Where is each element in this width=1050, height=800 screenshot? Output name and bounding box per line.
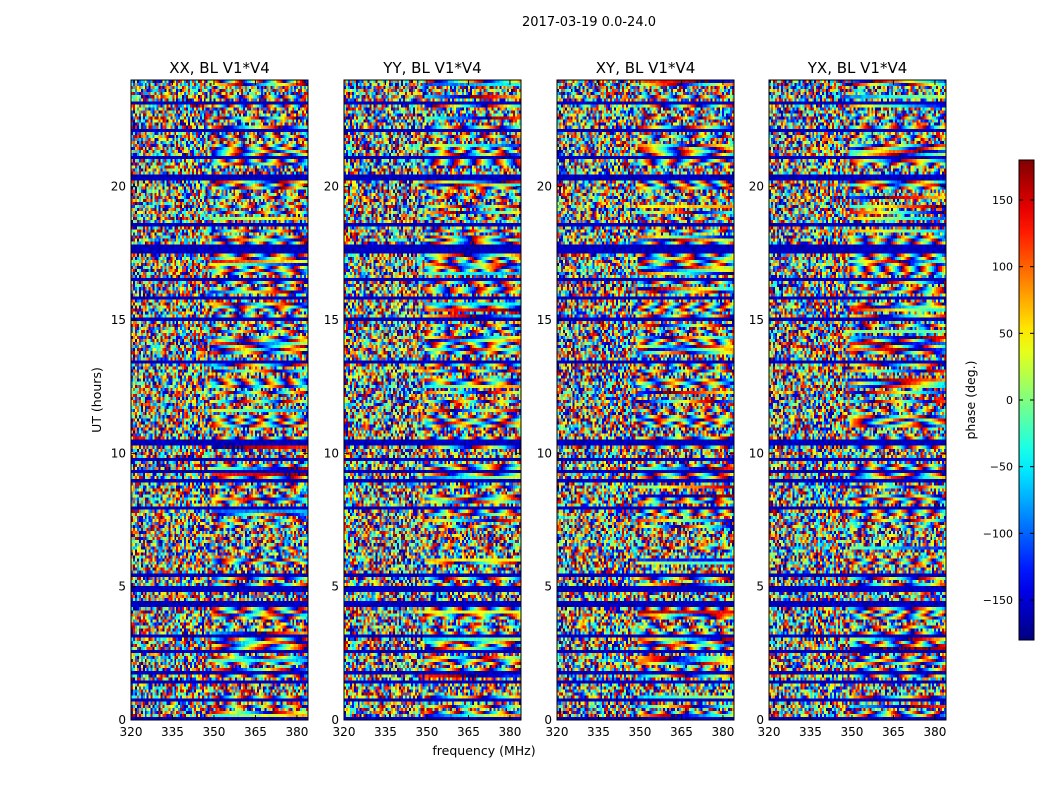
panel-title: XX, BL V1*V4 [169,59,270,77]
panel-frame [768,79,947,721]
x-tick-label: 380 [923,725,946,739]
phase-heatmap [557,80,734,720]
y-tick-label: 5 [331,580,339,594]
panel-4: YX, BL V1*V4 320 335 350 365 380 0 5 10 15 20 [749,59,947,739]
x-tick-label: 350 [841,725,864,739]
colorbar: 150 100 50 0 −50 −100 −150 [983,159,1035,641]
y-tick-label: 10 [749,446,764,460]
panel-frame [556,79,735,721]
x-axis-label: frequency (MHz) [432,743,535,758]
x-tick-label: 320 [333,725,356,739]
panel-frame [130,79,309,721]
panel-title: XY, BL V1*V4 [596,59,696,77]
panel-3: XY, BL V1*V4 320 335 350 365 380 0 5 10 15 20 [537,59,735,739]
y-axis-label: UT (hours) [89,367,104,433]
x-tick-label: 365 [670,725,693,739]
y-tick-label: 10 [111,446,126,460]
colorbar-tick-label: −50 [990,461,1013,474]
x-tick-label: 335 [587,725,610,739]
x-tick-label: 335 [374,725,397,739]
x-tick-label: 365 [244,725,267,739]
y-tick-label: 10 [324,446,339,460]
y-tick-label: 0 [756,713,764,727]
phase-heatmap [131,80,308,720]
y-tick-label: 0 [544,713,552,727]
colorbar-tick-label: 100 [992,261,1013,274]
y-tick-label: 20 [324,180,339,194]
y-tick-label: 15 [749,313,764,327]
x-tick-label: 365 [882,725,905,739]
y-tick-label: 15 [111,313,126,327]
y-tick-label: 0 [118,713,126,727]
y-tick-label: 20 [749,180,764,194]
x-tick-label: 335 [161,725,184,739]
y-tick-label: 20 [111,180,126,194]
phase-heatmap [344,80,521,720]
x-tick-label: 380 [285,725,308,739]
y-tick-label: 10 [537,446,552,460]
figure-suptitle: 2017-03-19 0.0-24.0 [522,15,656,30]
x-tick-label: 320 [120,725,143,739]
colorbar-label: phase (deg.) [963,361,978,440]
panel-1: XX, BL V1*V4 320 335 350 365 380 0 5 10 15 20 [111,59,309,739]
x-tick-label: 320 [758,725,781,739]
x-tick-label: 350 [416,725,439,739]
panel-title: YY, BL V1*V4 [382,59,481,77]
y-tick-label: 5 [756,580,764,594]
phase-heatmap [769,80,946,720]
y-tick-label: 0 [331,713,339,727]
x-tick-label: 350 [203,725,226,739]
panel-2: YY, BL V1*V4 320 335 350 365 380 0 5 10 15 20 [324,59,522,739]
y-tick-label: 5 [118,580,126,594]
y-tick-label: 5 [544,580,552,594]
y-tick-label: 15 [324,313,339,327]
x-tick-label: 380 [711,725,734,739]
colorbar-tick-label: 0 [1006,394,1013,407]
x-tick-label: 380 [498,725,521,739]
x-tick-label: 365 [457,725,480,739]
panel-frame [343,79,522,721]
y-tick-label: 15 [537,313,552,327]
y-tick-label: 20 [537,180,552,194]
colorbar-tick-label: 50 [999,327,1013,340]
colorbar-tick-label: −100 [983,527,1013,540]
colorbar-tick-label: 150 [992,194,1013,207]
x-tick-label: 335 [799,725,822,739]
panel-title: YX, BL V1*V4 [807,59,908,77]
x-tick-label: 350 [629,725,652,739]
colorbar-tick-label: −150 [983,594,1013,607]
x-tick-label: 320 [546,725,569,739]
